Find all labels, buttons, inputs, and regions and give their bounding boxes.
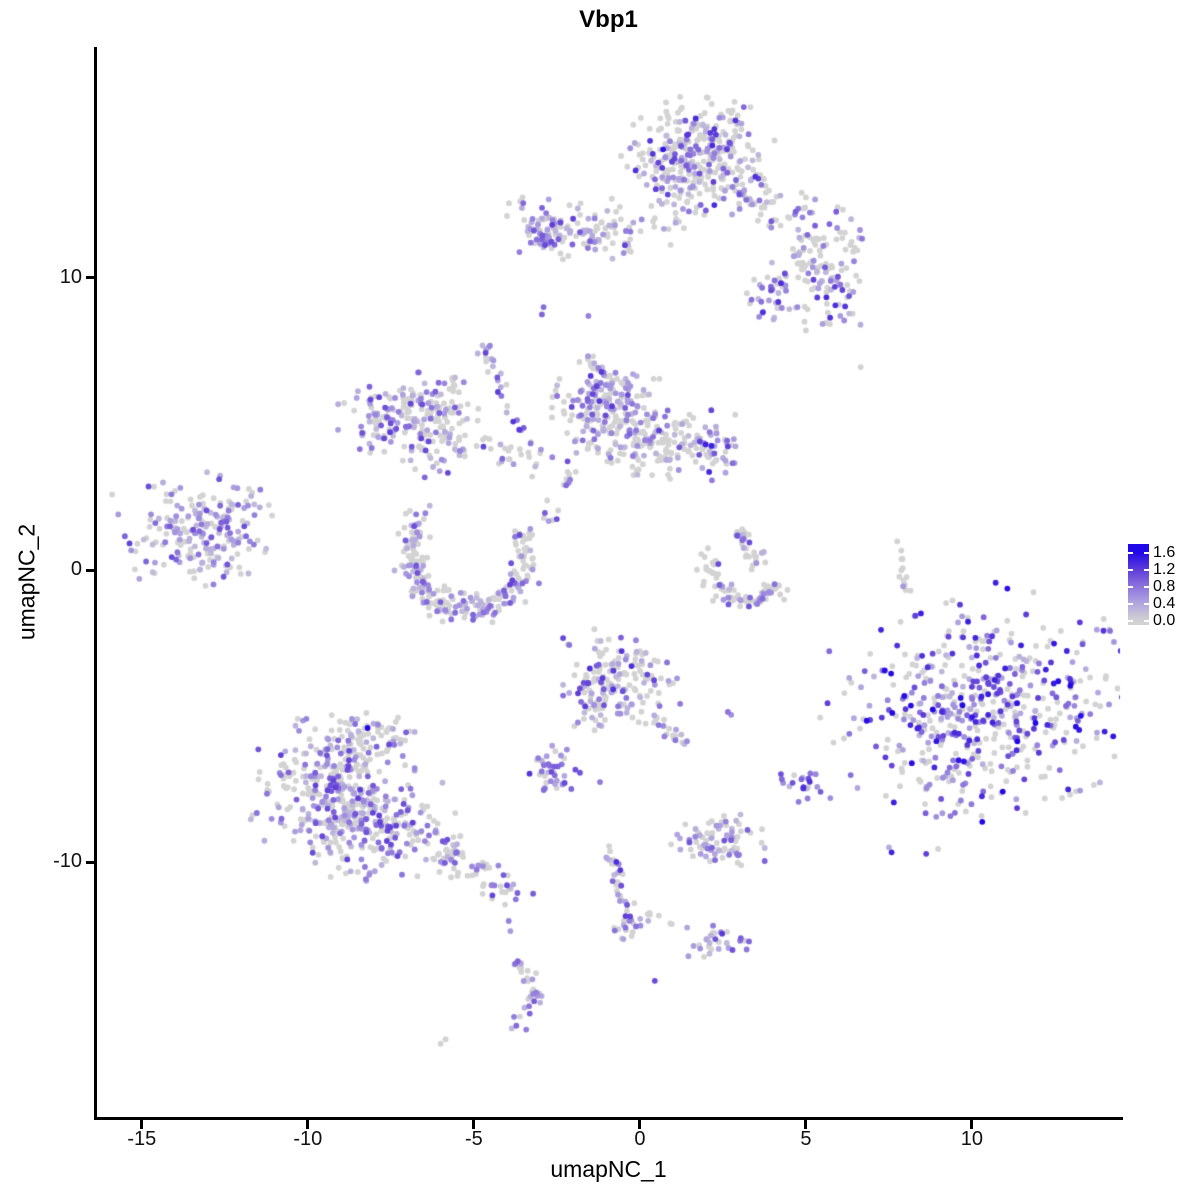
expression-colorbar — [1128, 544, 1149, 625]
colorbar-tick — [1128, 602, 1133, 605]
x-tick-label: -10 — [293, 1128, 323, 1150]
colorbar-tick — [1144, 551, 1149, 554]
colorbar-tick — [1144, 602, 1149, 605]
colorbar-tick-label: 0.8 — [1153, 577, 1176, 595]
y-tick-label: 0 — [70, 558, 82, 581]
x-tick-label: -15 — [127, 1128, 157, 1150]
x-axis-title: umapNC_1 — [550, 1156, 667, 1182]
x-tick-label: 5 — [800, 1128, 812, 1150]
colorbar-tick — [1128, 585, 1133, 588]
colorbar-tick — [1128, 551, 1133, 554]
x-tick-mark — [472, 1120, 476, 1129]
y-tick-mark — [86, 568, 95, 572]
colorbar-tick — [1128, 619, 1133, 622]
y-tick-mark — [86, 276, 95, 280]
x-tick-mark — [804, 1120, 808, 1129]
x-tick-label: 10 — [960, 1128, 984, 1150]
x-tick-mark — [140, 1120, 144, 1129]
x-tick-mark — [306, 1120, 310, 1129]
colorbar-tick-label: 0.0 — [1153, 611, 1176, 629]
y-axis-title: umapNC_2 — [13, 523, 40, 641]
x-tick-mark — [970, 1120, 974, 1129]
colorbar-tick — [1128, 568, 1133, 571]
x-tick-label: 0 — [634, 1128, 646, 1150]
colorbar-tick — [1144, 619, 1149, 622]
colorbar-tick — [1144, 585, 1149, 588]
colorbar-tick-label: 1.6 — [1153, 543, 1176, 561]
colorbar-tick-label: 1.2 — [1153, 560, 1176, 578]
y-tick-mark — [86, 860, 95, 864]
y-tick-label: -10 — [53, 850, 82, 873]
y-tick-label: 10 — [59, 265, 82, 288]
x-tick-mark — [638, 1120, 642, 1129]
colorbar-tick-label: 0.4 — [1153, 594, 1176, 612]
colorbar-tick — [1144, 568, 1149, 571]
x-tick-label: -5 — [464, 1128, 483, 1150]
